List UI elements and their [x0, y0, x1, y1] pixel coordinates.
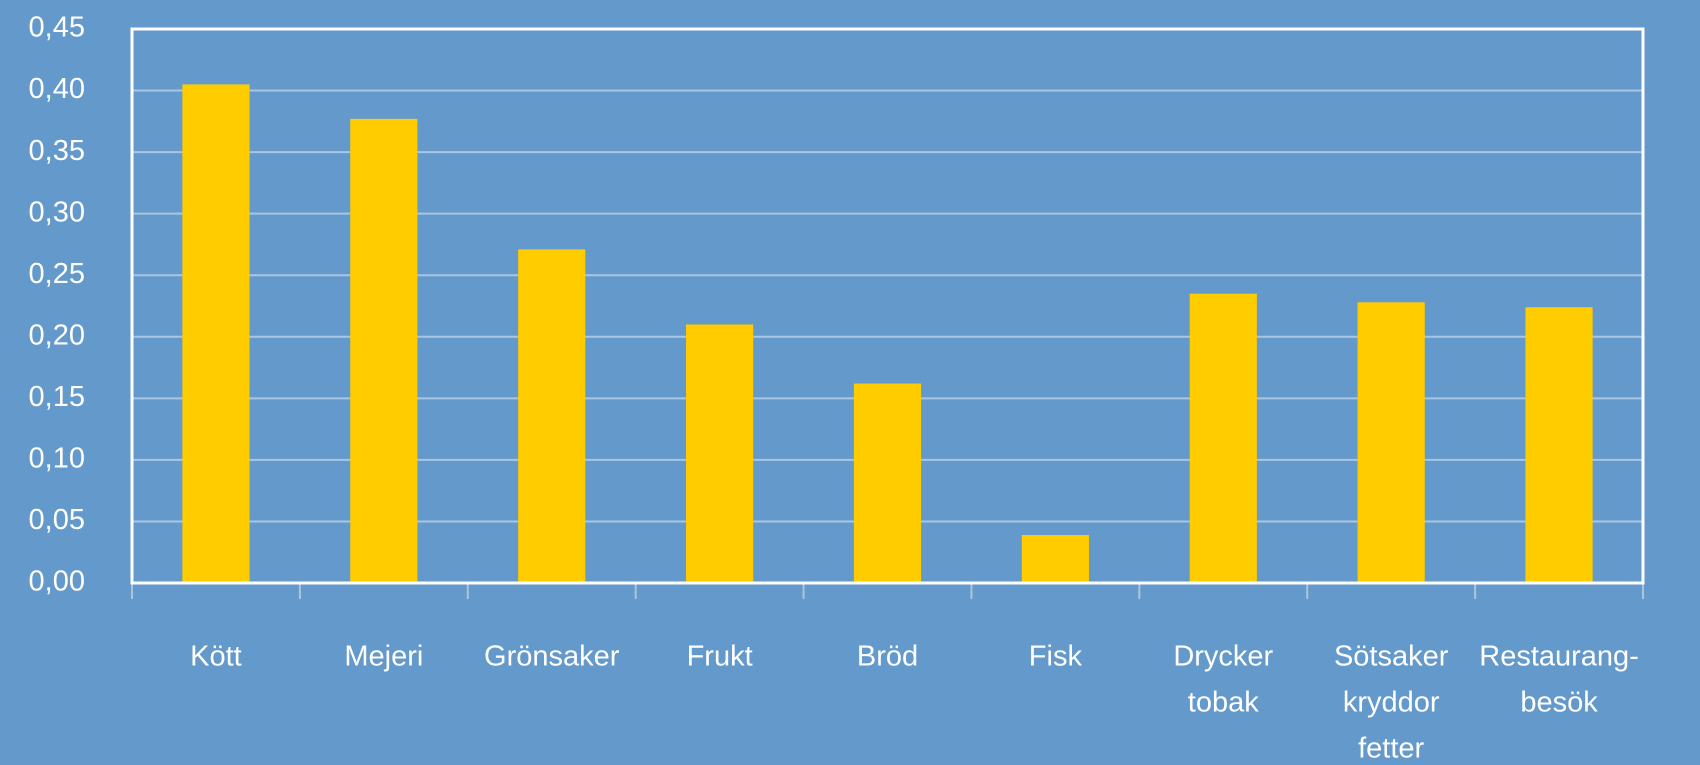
bar: [1357, 302, 1425, 583]
y-tick-label: 0,00: [29, 566, 85, 598]
y-tick-label: 0,20: [29, 319, 85, 351]
plot-frame: [130, 27, 1645, 585]
x-tick-label: besök: [1520, 687, 1598, 719]
y-tick-label: 0,35: [29, 135, 85, 167]
bar: [1525, 307, 1593, 583]
bar: [518, 249, 586, 583]
bar: [350, 118, 418, 584]
x-tick-label: Grönsaker: [484, 641, 620, 673]
bar: [1021, 534, 1089, 583]
y-tick-label: 0,45: [29, 12, 85, 44]
x-tick-label: fetter: [1358, 733, 1424, 765]
bar: [686, 324, 754, 583]
x-tick-label: Mejeri: [344, 641, 423, 673]
bar: [1189, 293, 1257, 583]
y-tick-label: 0,10: [29, 443, 85, 475]
y-tick-label: 0,05: [29, 504, 85, 536]
x-tick-label: kryddor: [1343, 687, 1440, 719]
x-tick-label: Frukt: [687, 641, 753, 673]
x-tick-label: Sötsaker: [1334, 641, 1449, 673]
x-tick-label: tobak: [1188, 687, 1259, 719]
bar: [853, 383, 922, 583]
x-tick-label: Bröd: [857, 641, 918, 673]
y-tick-label: 0,30: [29, 196, 85, 228]
bar: [182, 84, 250, 584]
x-tick-label: Drycker: [1173, 641, 1273, 673]
x-tick-label: Fisk: [1029, 641, 1083, 673]
y-tick-label: 0,15: [29, 381, 85, 413]
y-tick-label: 0,25: [29, 258, 85, 290]
x-tick-label: Kött: [190, 641, 242, 673]
x-tick-label: Restaurang-: [1479, 641, 1639, 673]
y-tick-label: 0,40: [29, 73, 85, 105]
